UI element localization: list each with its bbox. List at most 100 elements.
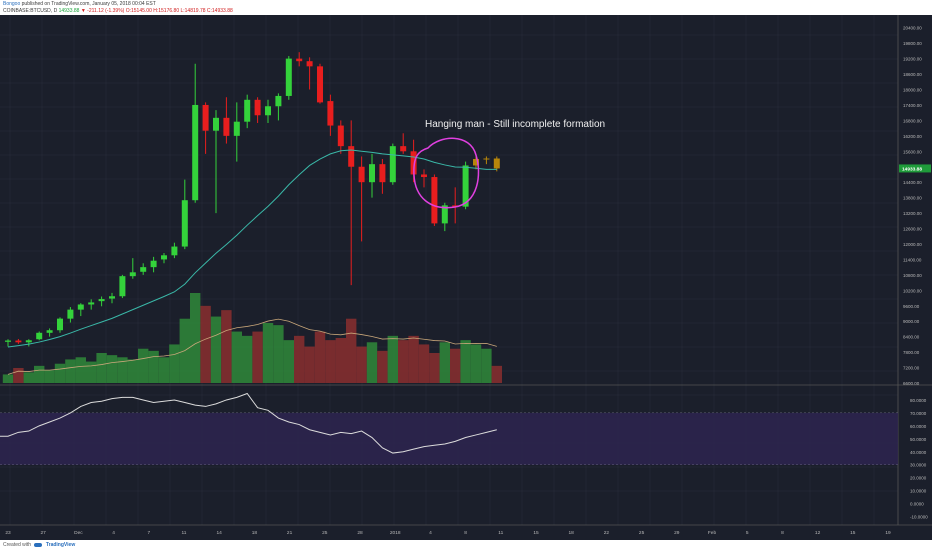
- volume-bars: [2, 293, 502, 383]
- tradingview-logo-icon: [34, 542, 43, 547]
- price-axis-label: 10800.00: [903, 273, 922, 278]
- candle-body: [140, 267, 147, 272]
- rsi-axis-label: 10.0000: [910, 489, 927, 494]
- candle-body: [379, 164, 386, 183]
- time-axis-label: 25: [639, 530, 645, 536]
- price-axis-label: 8400.00: [903, 335, 920, 340]
- rsi-axis: 80.0000 70.0000 60.0000 50.0000 40.0000 30.00…: [910, 398, 928, 520]
- volume-bar: [138, 348, 149, 383]
- candle-body: [129, 272, 136, 277]
- candle-body: [296, 58, 303, 62]
- volume-bar: [439, 342, 450, 383]
- candle-body: [265, 106, 271, 116]
- time-axis-label: 18: [252, 530, 258, 536]
- price-axis-label: 13800.00: [903, 196, 922, 201]
- volume-bar: [252, 331, 263, 383]
- candle-body: [88, 302, 95, 305]
- volume-bar: [200, 305, 211, 383]
- price-axis-label: 9600.00: [903, 304, 920, 309]
- author-link[interactable]: Bongoo: [3, 1, 21, 7]
- candle-body: [327, 101, 334, 126]
- time-axis-label: 15: [533, 530, 539, 536]
- candle-body: [98, 299, 105, 302]
- volume-bar: [429, 353, 440, 383]
- last-price: 14933.88: [58, 8, 80, 14]
- volume-bar: [356, 346, 367, 383]
- candle-body: [389, 146, 396, 183]
- candle-body: [223, 117, 230, 136]
- price-axis-label: 7200.00: [903, 366, 920, 371]
- annotation-group: Hanging man - Still incomplete formation: [413, 119, 605, 209]
- candle-body: [77, 304, 84, 310]
- time-axis-label: 19: [885, 530, 891, 536]
- volume-bar: [65, 359, 76, 383]
- time-axis: 23 27 Dec 4 7 11 14 18 21 25 28 2018 4 8 11 15 18 22 25 29 F…: [5, 530, 891, 536]
- annotation-circle[interactable]: [413, 137, 480, 209]
- volume-bar: [148, 350, 159, 383]
- time-axis-label: 8: [781, 530, 784, 536]
- candle-body: [67, 309, 74, 319]
- rsi-axis-label: 80.0000: [910, 398, 927, 403]
- time-axis-label: 4: [112, 530, 115, 536]
- volume-bar: [470, 344, 482, 383]
- price-axis-label: 9000.00: [903, 319, 920, 324]
- price-axis-label: 18600.00: [903, 72, 922, 77]
- candle-body: [473, 159, 479, 166]
- symbol-info: COINBASE:BTCUSD, D 14933.88 ▼ -211.12 (-…: [3, 8, 233, 15]
- time-axis-label: 5: [746, 530, 749, 536]
- price-axis-label: 10200.00: [903, 288, 922, 293]
- rsi-axis-label: 50.0000: [910, 437, 927, 442]
- volume-bar: [273, 325, 284, 383]
- candle-body: [410, 151, 417, 175]
- annotation-text[interactable]: Hanging man - Still incomplete formation: [425, 119, 605, 130]
- rsi-band: [0, 412, 898, 465]
- candle-body: [441, 205, 448, 224]
- candle-body: [358, 166, 365, 183]
- candle-body: [36, 332, 43, 340]
- volume-bar: [460, 340, 471, 383]
- volume-bar: [75, 357, 86, 383]
- rsi-line: [0, 392, 497, 454]
- chart-area[interactable]: Hanging man - Still incomplete formation…: [0, 15, 932, 540]
- volume-bar: [106, 355, 118, 383]
- price-axis-label: 7800.00: [903, 350, 920, 355]
- publish-info: Bongoo published on TradingView.com, Jan…: [3, 1, 156, 8]
- time-axis-label: Dec: [74, 530, 83, 536]
- candle-body: [150, 260, 157, 268]
- volume-bar: [158, 357, 170, 383]
- candle-body: [181, 200, 188, 247]
- candle-body: [171, 246, 178, 256]
- price-axis-label: 19200.00: [903, 57, 922, 62]
- volume-bar: [314, 331, 326, 383]
- volume-bar: [13, 368, 24, 383]
- volume-bar: [491, 365, 502, 383]
- volume-bar: [169, 344, 180, 383]
- volume-bar: [335, 338, 346, 383]
- tradingview-brand[interactable]: TradingView: [45, 542, 76, 548]
- time-axis-label: 7: [147, 530, 150, 536]
- candle-body: [348, 146, 355, 167]
- candle-body: [483, 158, 490, 160]
- time-axis-label: 27: [41, 530, 47, 536]
- candle-body: [431, 177, 438, 224]
- volume-bar: [398, 340, 409, 383]
- volume-bar: [450, 348, 461, 383]
- ohlc-values: O:15145.00 H:15176.80 L:14819.78 C:14933…: [125, 8, 233, 14]
- volume-bar: [325, 340, 336, 383]
- price-axis-label: 15600.00: [903, 149, 922, 154]
- candle-body: [213, 117, 219, 131]
- moving-average-line: [7, 149, 497, 348]
- volume-bar: [231, 331, 242, 383]
- price-axis-label: 16200.00: [903, 134, 922, 139]
- rsi-axis-label: 0.0000: [910, 502, 924, 507]
- price-axis-label: 14400.00: [903, 180, 922, 185]
- rsi-axis-label: 30.0000: [910, 463, 927, 468]
- time-axis-label: 8: [464, 530, 467, 536]
- volume-bar: [304, 346, 315, 383]
- volume-bar: [23, 372, 34, 383]
- time-axis-label: 18: [569, 530, 575, 536]
- footer: Created with TradingView: [3, 540, 75, 550]
- candle-body: [462, 165, 469, 207]
- volume-bar: [242, 335, 253, 383]
